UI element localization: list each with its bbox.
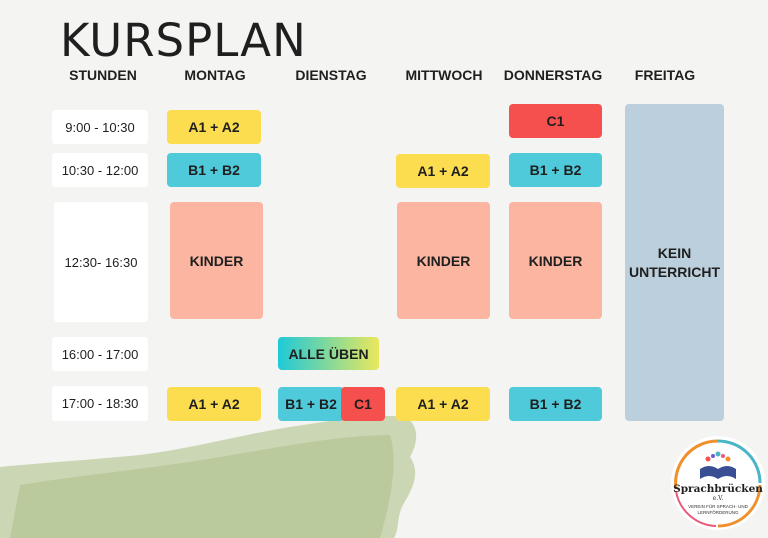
book-icon xyxy=(700,451,736,479)
logo-tagline-1: VEREIN FÜR SPRACH- UND xyxy=(688,504,748,509)
logo-suffix: e.V. xyxy=(712,495,724,502)
time-slot-1: 9:00 - 10:30 xyxy=(52,110,148,144)
mittwoch-slot-5: A1 + A2 xyxy=(396,387,490,421)
sprachbruecken-logo: Sprachbrücken e.V. VEREIN FÜR SPRACH- UN… xyxy=(668,433,768,533)
logo-name: Sprachbrücken xyxy=(673,483,763,495)
donnerstag-slot-5: B1 + B2 xyxy=(509,387,602,421)
time-slot-2: 10:30 - 12:00 xyxy=(52,153,148,187)
dienstag-slot-5a: B1 + B2 xyxy=(278,387,344,421)
header-montag: MONTAG xyxy=(184,67,246,83)
dienstag-slot-4: ALLE ÜBEN xyxy=(278,337,379,370)
time-slot-3: 12:30- 16:30 xyxy=(54,202,148,322)
mittwoch-slot-2: A1 + A2 xyxy=(396,154,490,188)
page-title: KURSPLAN xyxy=(60,14,307,67)
time-slot-5: 17:00 - 18:30 xyxy=(52,386,148,421)
header-mittwoch: MITTWOCH xyxy=(405,67,483,83)
dienstag-slot-5b: C1 xyxy=(341,387,385,421)
mittwoch-slot-3: KINDER xyxy=(397,202,490,319)
green-watercolor-wash xyxy=(0,415,417,538)
header-stunden: STUNDEN xyxy=(69,67,137,83)
montag-slot-2: B1 + B2 xyxy=(167,153,261,187)
donnerstag-slot-1: C1 xyxy=(509,104,602,138)
montag-slot-3: KINDER xyxy=(170,202,263,319)
logo-tagline-2: LERNFÖRDERUNG xyxy=(697,510,739,515)
freitag-column: KEIN UNTERRICHT xyxy=(625,104,724,421)
header-dienstag: DIENSTAG xyxy=(295,67,367,83)
donnerstag-slot-3: KINDER xyxy=(509,202,602,319)
header-donnerstag: DONNERSTAG xyxy=(503,67,603,83)
donnerstag-slot-2: B1 + B2 xyxy=(509,153,602,187)
montag-slot-5: A1 + A2 xyxy=(167,387,261,421)
logo-ring xyxy=(671,436,765,530)
montag-slot-1: A1 + A2 xyxy=(167,110,261,144)
time-slot-4: 16:00 - 17:00 xyxy=(52,337,148,371)
header-freitag: FREITAG xyxy=(634,67,696,83)
